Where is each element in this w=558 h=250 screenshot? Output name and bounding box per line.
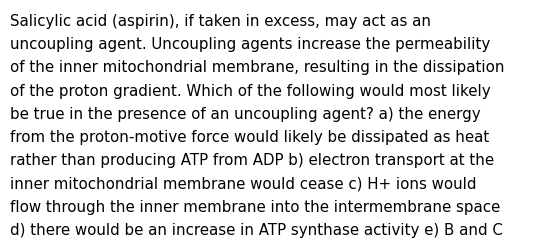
Text: of the inner mitochondrial membrane, resulting in the dissipation: of the inner mitochondrial membrane, res…	[10, 60, 504, 75]
Text: inner mitochondrial membrane would cease c) H+ ions would: inner mitochondrial membrane would cease…	[10, 176, 477, 191]
Text: be true in the presence of an uncoupling agent? a) the energy: be true in the presence of an uncoupling…	[10, 106, 480, 121]
Text: of the proton gradient. Which of the following would most likely: of the proton gradient. Which of the fol…	[10, 83, 490, 98]
Text: d) there would be an increase in ATP synthase activity e) B and C: d) there would be an increase in ATP syn…	[10, 222, 503, 237]
Text: rather than producing ATP from ADP b) electron transport at the: rather than producing ATP from ADP b) el…	[10, 152, 494, 168]
Text: uncoupling agent. Uncoupling agents increase the permeability: uncoupling agent. Uncoupling agents incr…	[10, 37, 490, 52]
Text: from the proton-motive force would likely be dissipated as heat: from the proton-motive force would likel…	[10, 130, 489, 144]
Text: Salicylic acid (aspirin), if taken in excess, may act as an: Salicylic acid (aspirin), if taken in ex…	[10, 14, 431, 29]
Text: flow through the inner membrane into the intermembrane space: flow through the inner membrane into the…	[10, 199, 501, 214]
